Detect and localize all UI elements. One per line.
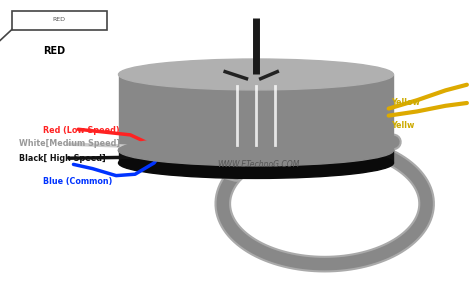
- Text: Blue (Common): Blue (Common): [43, 177, 112, 186]
- Text: WWW.ETechnoG.COM: WWW.ETechnoG.COM: [217, 160, 300, 169]
- Text: Yellw: Yellw: [391, 121, 414, 130]
- Text: RED: RED: [53, 17, 66, 22]
- Text: Red (Low Speed): Red (Low Speed): [43, 126, 119, 135]
- Ellipse shape: [118, 148, 393, 178]
- Ellipse shape: [118, 135, 393, 166]
- Ellipse shape: [118, 135, 393, 166]
- Bar: [118, 150, 393, 163]
- Text: Black[ High Speed]: Black[ High Speed]: [19, 154, 106, 163]
- Bar: [118, 74, 393, 150]
- Text: Yellow: Yellow: [391, 98, 420, 107]
- Ellipse shape: [118, 59, 393, 90]
- Text: RED: RED: [44, 46, 65, 56]
- Text: White[Medium Speed]: White[Medium Speed]: [19, 139, 120, 148]
